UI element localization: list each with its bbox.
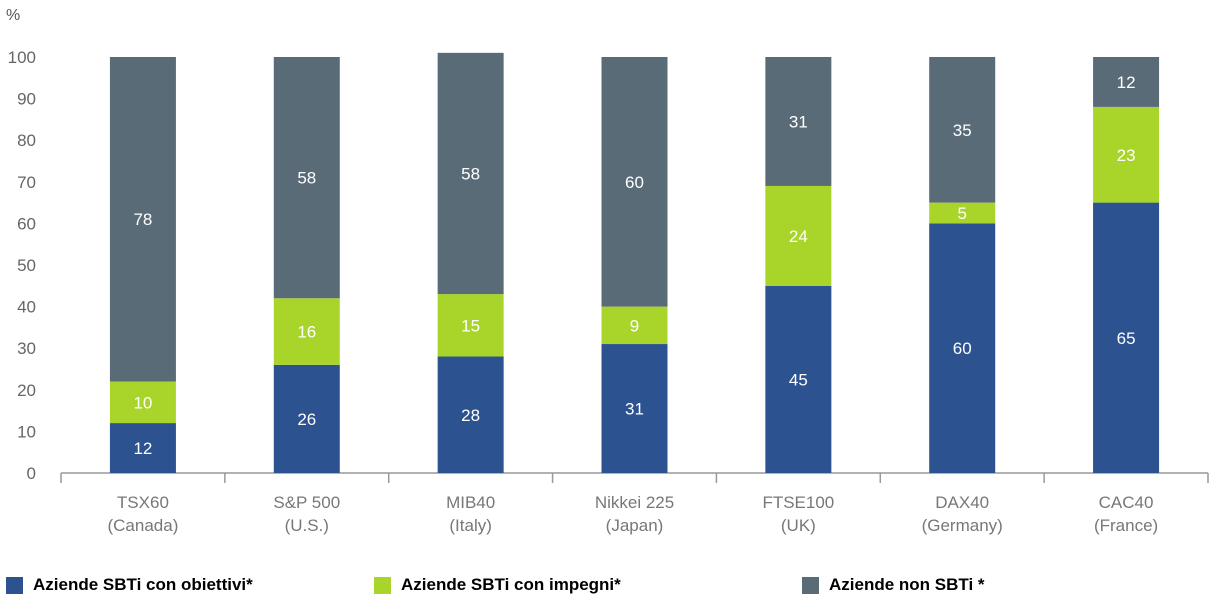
bar-segment <box>601 344 668 473</box>
data-label: 60 <box>625 173 644 192</box>
data-label: 16 <box>297 323 316 342</box>
x-tick-sublabel: (Japan) <box>606 516 664 535</box>
x-tick-label: CAC40 <box>1099 493 1154 512</box>
bar-segment <box>437 52 504 295</box>
bar-segment <box>1093 202 1160 473</box>
legend-swatch <box>802 576 819 594</box>
data-label: 65 <box>1117 329 1136 348</box>
bar-segment <box>273 364 340 473</box>
x-tick-sublabel: (Germany) <box>922 516 1003 535</box>
x-tick-sublabel: (UK) <box>781 516 816 535</box>
data-label: 35 <box>953 121 972 140</box>
y-tick-label: 70 <box>17 173 36 192</box>
bar-segment <box>109 57 176 382</box>
legend-swatch <box>6 576 23 594</box>
y-tick-label: 60 <box>17 214 36 233</box>
legend-label: Aziende SBTi con obiettivi* <box>33 575 253 594</box>
bar-segment <box>929 57 996 203</box>
x-tick-label: S&P 500 <box>273 493 340 512</box>
data-label: 60 <box>953 339 972 358</box>
data-label: 10 <box>133 393 152 412</box>
legend-swatch <box>374 576 391 594</box>
data-label: 31 <box>625 400 644 419</box>
y-tick-label: 0 <box>27 464 36 483</box>
x-tick-label: TSX60 <box>117 493 169 512</box>
x-tick-label: DAX40 <box>935 493 989 512</box>
data-label: 15 <box>461 316 480 335</box>
data-label: 24 <box>789 227 808 246</box>
data-label: 5 <box>957 204 966 223</box>
y-tick-label: 20 <box>17 381 36 400</box>
bar-segment <box>273 57 340 299</box>
y-tick-label: 90 <box>17 90 36 109</box>
data-label: 12 <box>133 439 152 458</box>
data-label: 31 <box>789 112 808 131</box>
y-tick-label: 40 <box>17 298 36 317</box>
bar-segment <box>1093 106 1160 203</box>
legend-label: Aziende SBTi con impegni* <box>401 575 621 594</box>
legend-item-non-sbti: Aziende non SBTi * <box>802 572 985 598</box>
data-label: 26 <box>297 410 316 429</box>
y-tick-label: 100 <box>8 48 36 67</box>
y-tick-label: 30 <box>17 339 36 358</box>
x-tick-sublabel: (Italy) <box>449 516 492 535</box>
bar-segment <box>765 185 832 286</box>
data-label: 12 <box>1117 73 1136 92</box>
y-tick-label: 50 <box>17 256 36 275</box>
x-tick-label: FTSE100 <box>762 493 834 512</box>
data-label: 58 <box>297 169 316 188</box>
data-label: 58 <box>461 164 480 183</box>
x-tick-sublabel: (Canada) <box>107 516 178 535</box>
bar-segment <box>437 356 504 473</box>
bar-segment <box>1093 57 1160 107</box>
bar-segment <box>929 223 996 473</box>
bar-segment <box>437 294 504 357</box>
data-label: 45 <box>789 370 808 389</box>
bar-segment <box>929 202 996 224</box>
bar-segment <box>765 57 832 186</box>
legend-label: Aziende non SBTi * <box>829 575 985 594</box>
data-label: 28 <box>461 406 480 425</box>
legend-item-impegni: Aziende SBTi con impegni* <box>374 572 621 598</box>
legend-item-obiettivi: Aziende SBTi con obiettivi* <box>6 572 253 598</box>
bar-segment <box>109 381 176 424</box>
y-tick-label: 10 <box>17 422 36 441</box>
data-label: 23 <box>1117 146 1136 165</box>
x-tick-label: Nikkei 225 <box>595 493 674 512</box>
y-tick-label: 80 <box>17 131 36 150</box>
bar-segment <box>109 423 176 473</box>
data-label: 78 <box>133 210 152 229</box>
x-tick-sublabel: (U.S.) <box>285 516 329 535</box>
bar-segment <box>601 57 668 307</box>
bar-segment <box>765 285 832 473</box>
x-tick-sublabel: (France) <box>1094 516 1158 535</box>
data-label: 9 <box>630 316 639 335</box>
stacked-bar-chart: % 0 10 20 30 40 50 60 70 80 90 100 12 10 78 TSX60 (Canad… <box>6 7 1209 535</box>
bar-segment <box>273 298 340 365</box>
x-tick-label: MIB40 <box>446 493 495 512</box>
bar-segment <box>601 306 668 345</box>
y-axis-label: % <box>6 7 20 24</box>
